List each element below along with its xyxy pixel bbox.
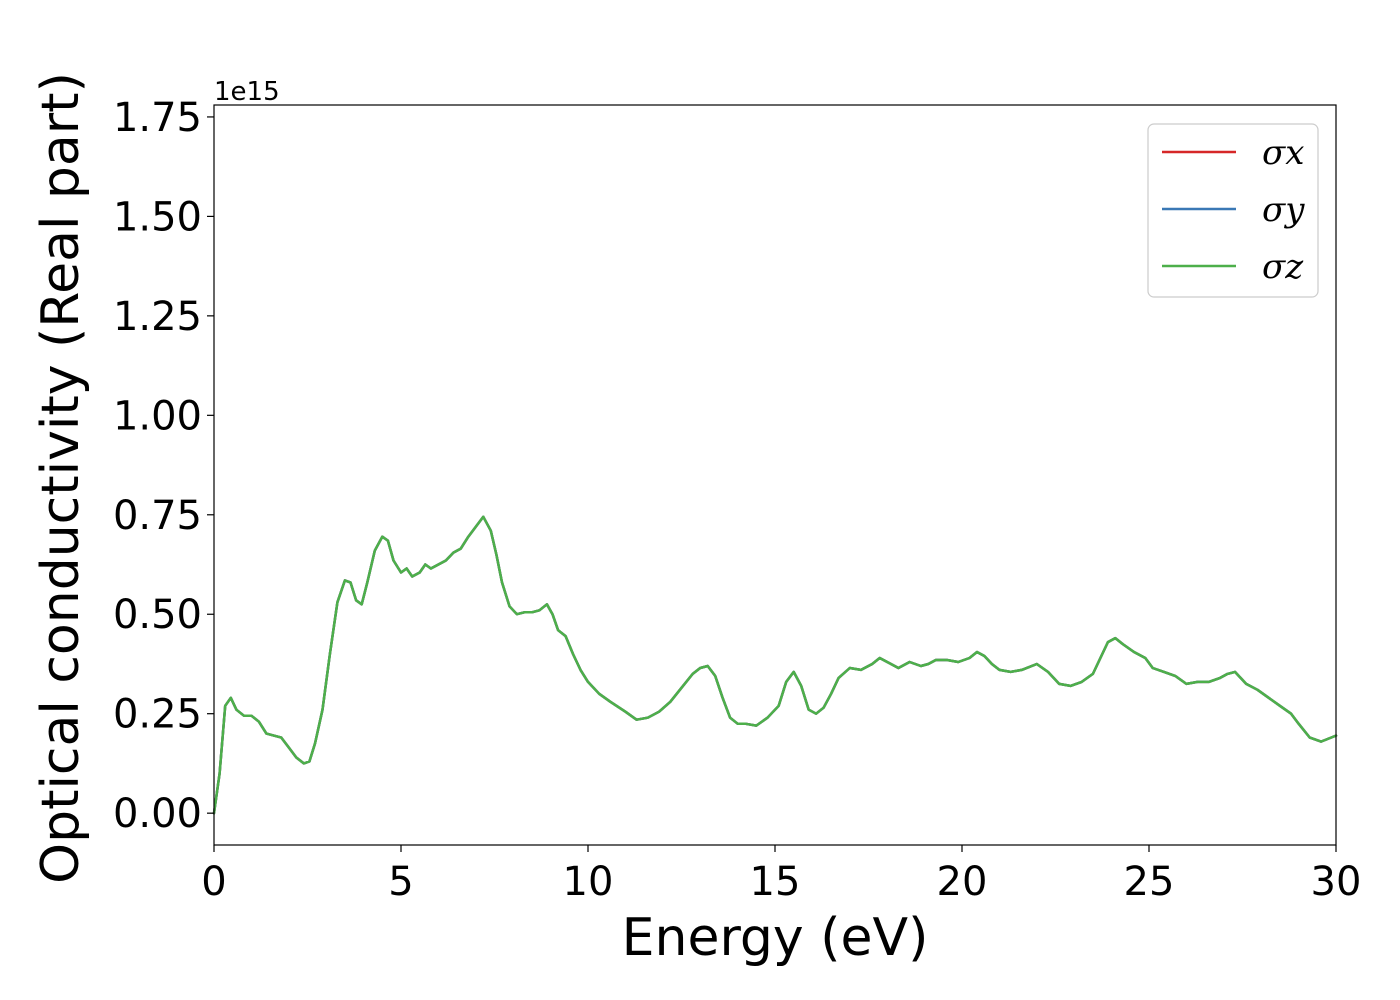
x-tick-label: 10: [563, 859, 614, 905]
x-axis-label: Energy (eV): [622, 908, 929, 968]
legend-frame: [1147, 123, 1319, 298]
x-tick-label: 30: [1311, 859, 1362, 905]
legend-entry-label: σy: [1262, 190, 1305, 230]
x-tick-label: 0: [201, 859, 226, 905]
x-tick-label: 25: [1124, 859, 1175, 905]
y-axis-label: Optical conductivity (Real part): [31, 72, 91, 884]
series-line-3: [212, 515, 1338, 815]
x-tick-label: 5: [388, 859, 413, 905]
y-tick-label: 1.50: [113, 194, 202, 240]
y-axis-ticks: 0.00 0.25 0.50 0.75 1.00 1.25 1.50 1.75: [113, 95, 214, 837]
legend-entry-label: σz: [1262, 247, 1304, 287]
y-tick-label: 1.25: [113, 294, 202, 340]
y-tick-label: 0.50: [113, 592, 202, 638]
x-tick-label: 15: [750, 859, 801, 905]
y-tick-label: 1.75: [113, 95, 202, 141]
y-tick-label: 0.25: [113, 692, 202, 738]
x-axis-ticks: 0 5 10 15 20 25 30: [201, 845, 1361, 905]
y-tick-label: 0.00: [113, 791, 202, 837]
legend: σx σy σz: [1147, 123, 1319, 298]
series-layer: [212, 515, 1338, 815]
x-tick-label: 20: [937, 859, 988, 905]
y-offset-label: 1e15: [214, 77, 280, 107]
y-tick-label: 1.00: [113, 393, 202, 439]
legend-entry-label: σx: [1262, 133, 1304, 173]
y-tick-label: 0.75: [113, 493, 202, 539]
